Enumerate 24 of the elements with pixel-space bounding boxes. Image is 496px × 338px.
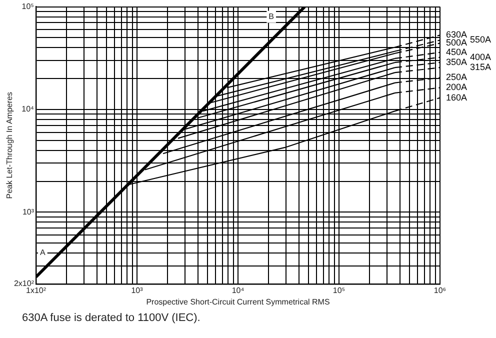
x-tick-label: 1x10²	[26, 286, 46, 296]
text: 250A	[446, 72, 468, 82]
y-tick-label: 2x10²	[14, 279, 34, 288]
y-tick-label: 10⁵	[22, 2, 34, 12]
x-tick-label: 10³	[131, 286, 144, 296]
annotation: A	[40, 248, 46, 258]
text: 450A	[446, 46, 468, 57]
text: 630A	[446, 30, 468, 40]
y-axis-title: Peak Let-Through In Amperes	[5, 92, 14, 199]
text: 400A	[470, 52, 492, 62]
text: 500A	[446, 38, 468, 48]
text: 630A fuse is derated to 1100V (IEC).	[22, 312, 200, 324]
x-tick-label: 10⁶	[434, 286, 446, 296]
y-tick-label: 10³	[22, 207, 34, 216]
text: 550A	[470, 34, 492, 45]
annotation: B	[268, 12, 274, 22]
text: 350A	[446, 56, 468, 67]
y-tick-label: 10⁴	[22, 104, 35, 114]
text: 200A	[446, 82, 468, 92]
text: 315A	[470, 62, 492, 72]
text: 160A	[446, 92, 468, 102]
x-tick-label: 10⁴	[232, 286, 245, 296]
x-tick-label: 10⁵	[332, 286, 346, 296]
x-axis-title: Prospective Short-Circuit Current Symmetrical RMS	[146, 297, 330, 306]
